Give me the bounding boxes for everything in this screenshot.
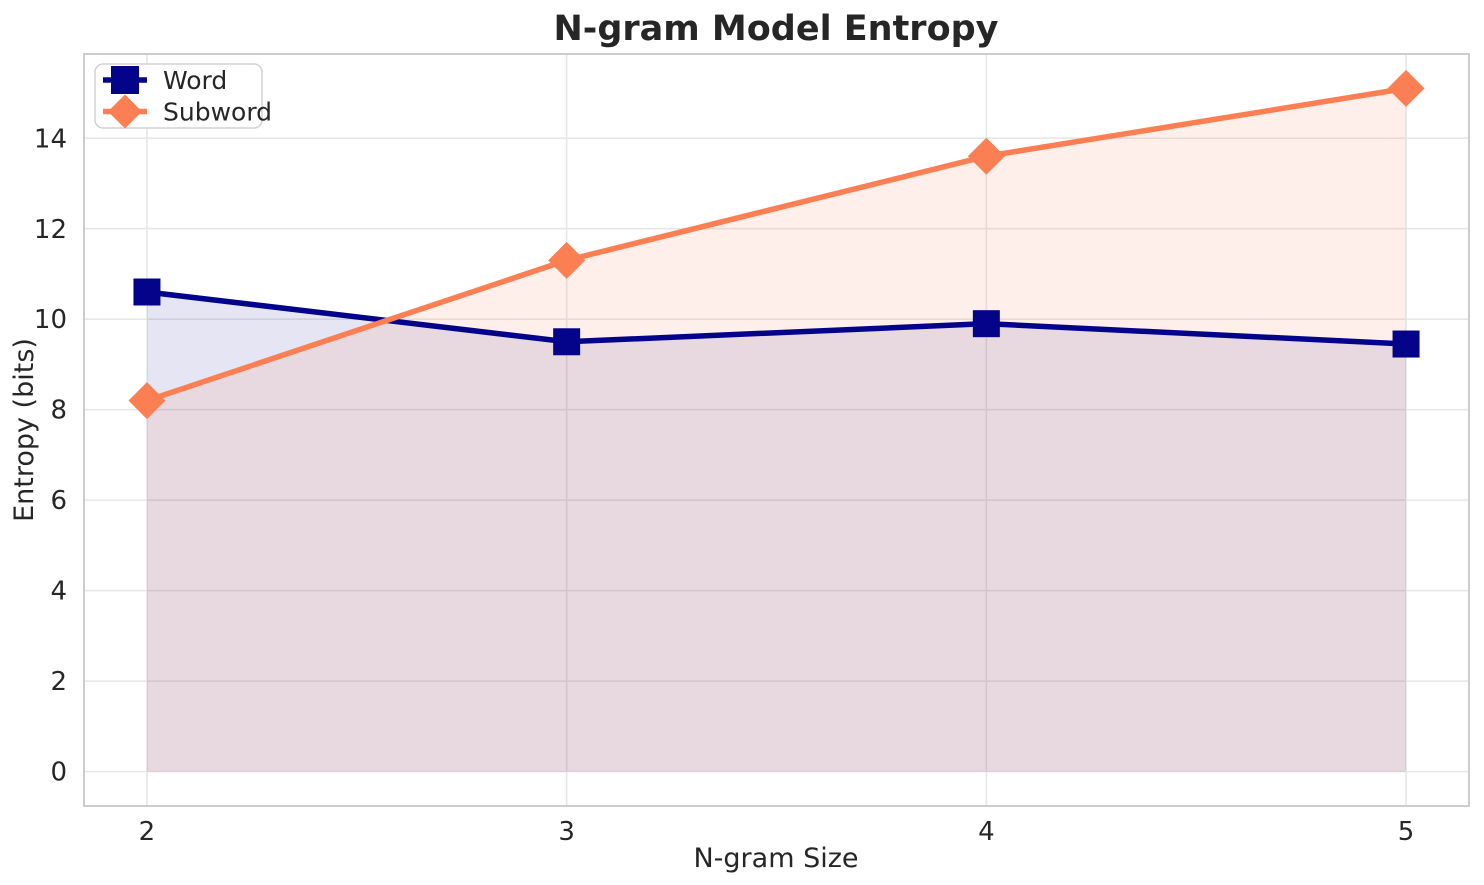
- chart-title: N-gram Model Entropy: [554, 9, 999, 49]
- tick-label-layer: 0 2 4 6 8 10 12 14 2 3 4 5: [34, 124, 1414, 847]
- y-tick-label: 14: [34, 124, 67, 154]
- x-tick-label: 5: [1398, 817, 1415, 847]
- plot-border: [83, 53, 1470, 807]
- legend: Word Subword: [94, 63, 272, 129]
- grid-layer: [84, 54, 1469, 806]
- legend-label-word: Word: [163, 66, 227, 95]
- x-tick-label: 2: [139, 817, 156, 847]
- legend-item-subword: Subword: [103, 94, 272, 129]
- square-marker-icon: [133, 278, 161, 306]
- legend-diamond-marker-icon: [108, 94, 142, 129]
- y-tick-label: 2: [50, 667, 67, 697]
- area-fill-word: [146, 291, 1407, 772]
- series-marker-layer: [128, 69, 1425, 420]
- square-marker-icon: [972, 310, 1000, 338]
- legend-square-marker-icon: [111, 66, 139, 94]
- y-tick-label: 12: [34, 215, 67, 245]
- series-line-subword: [146, 85, 1407, 404]
- y-tick-label: 0: [50, 758, 67, 788]
- area-fill-subword: [146, 88, 1407, 772]
- diamond-marker-icon: [548, 241, 586, 279]
- legend-label-subword: Subword: [163, 97, 272, 126]
- square-marker-icon: [553, 328, 581, 356]
- diamond-marker-icon: [967, 137, 1005, 175]
- diamond-marker-icon: [1387, 69, 1425, 107]
- y-tick-label: 6: [50, 486, 67, 516]
- y-tick-label: 10: [34, 305, 67, 335]
- y-axis-label: Entropy (bits): [9, 338, 40, 522]
- x-tick-label: 4: [978, 817, 995, 847]
- diamond-marker-icon: [128, 382, 166, 420]
- legend-item-word: Word: [103, 66, 227, 95]
- y-tick-label: 4: [50, 577, 67, 607]
- y-tick-label: 8: [50, 396, 67, 426]
- square-marker-icon: [1392, 330, 1420, 358]
- x-tick-label: 3: [558, 817, 575, 847]
- series-line-word: [146, 289, 1407, 347]
- series-line-layer: [146, 85, 1407, 404]
- x-axis-label: N-gram Size: [693, 843, 858, 874]
- area-fill-layer: [146, 88, 1407, 772]
